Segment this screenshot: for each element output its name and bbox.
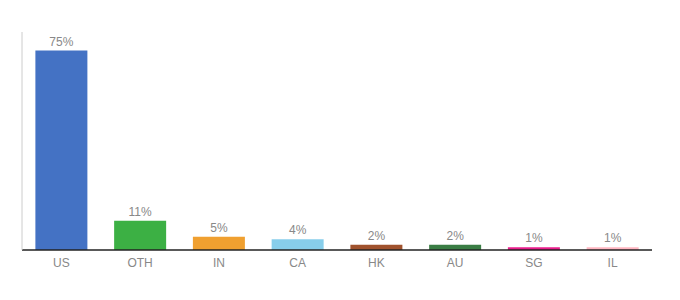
svg-text:1%: 1% <box>604 231 622 245</box>
svg-text:OTH: OTH <box>127 256 152 270</box>
svg-text:4%: 4% <box>289 223 307 237</box>
svg-text:75%: 75% <box>49 35 73 49</box>
svg-text:AU: AU <box>447 256 464 270</box>
svg-text:2%: 2% <box>368 229 386 243</box>
svg-text:1%: 1% <box>525 231 543 245</box>
svg-text:SG: SG <box>525 256 542 270</box>
svg-text:CA: CA <box>289 256 306 270</box>
svg-text:5%: 5% <box>210 221 228 235</box>
svg-text:2%: 2% <box>446 229 464 243</box>
svg-text:HK: HK <box>368 256 385 270</box>
svg-text:IN: IN <box>213 256 225 270</box>
svg-text:11%: 11% <box>129 205 152 219</box>
svg-text:IL: IL <box>608 256 618 270</box>
svg-text:US: US <box>53 256 70 270</box>
